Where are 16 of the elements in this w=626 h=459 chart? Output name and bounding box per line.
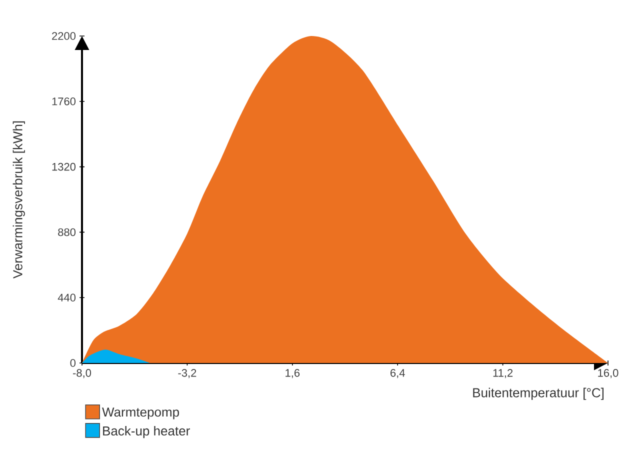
x-axis-title: Buitentemperatuur [°C] bbox=[473, 388, 604, 400]
x-tick-label: 6,4 bbox=[390, 369, 405, 378]
y-tick-label: 1760 bbox=[52, 98, 76, 106]
x-tick-label: 11,2 bbox=[493, 369, 513, 378]
y-tick-label: 1320 bbox=[52, 162, 76, 171]
x-tick-label: 16,0 bbox=[598, 369, 618, 378]
x-tick-label: -3,2 bbox=[178, 369, 196, 378]
legend-label: Back-up heater bbox=[103, 426, 190, 438]
y-tick-label: 0 bbox=[70, 359, 76, 367]
y-tick-label: 2200 bbox=[52, 32, 76, 40]
y-tick-label: 440 bbox=[58, 294, 76, 302]
x-tick-label: 1,6 bbox=[286, 369, 300, 378]
legend-label: Warmtepomp bbox=[102, 408, 179, 420]
y-tick-label: 880 bbox=[58, 228, 76, 236]
y-axis-title: Verwarmingsverbruik [kWh] bbox=[12, 121, 25, 279]
x-tick-label: -8,0 bbox=[73, 369, 92, 378]
